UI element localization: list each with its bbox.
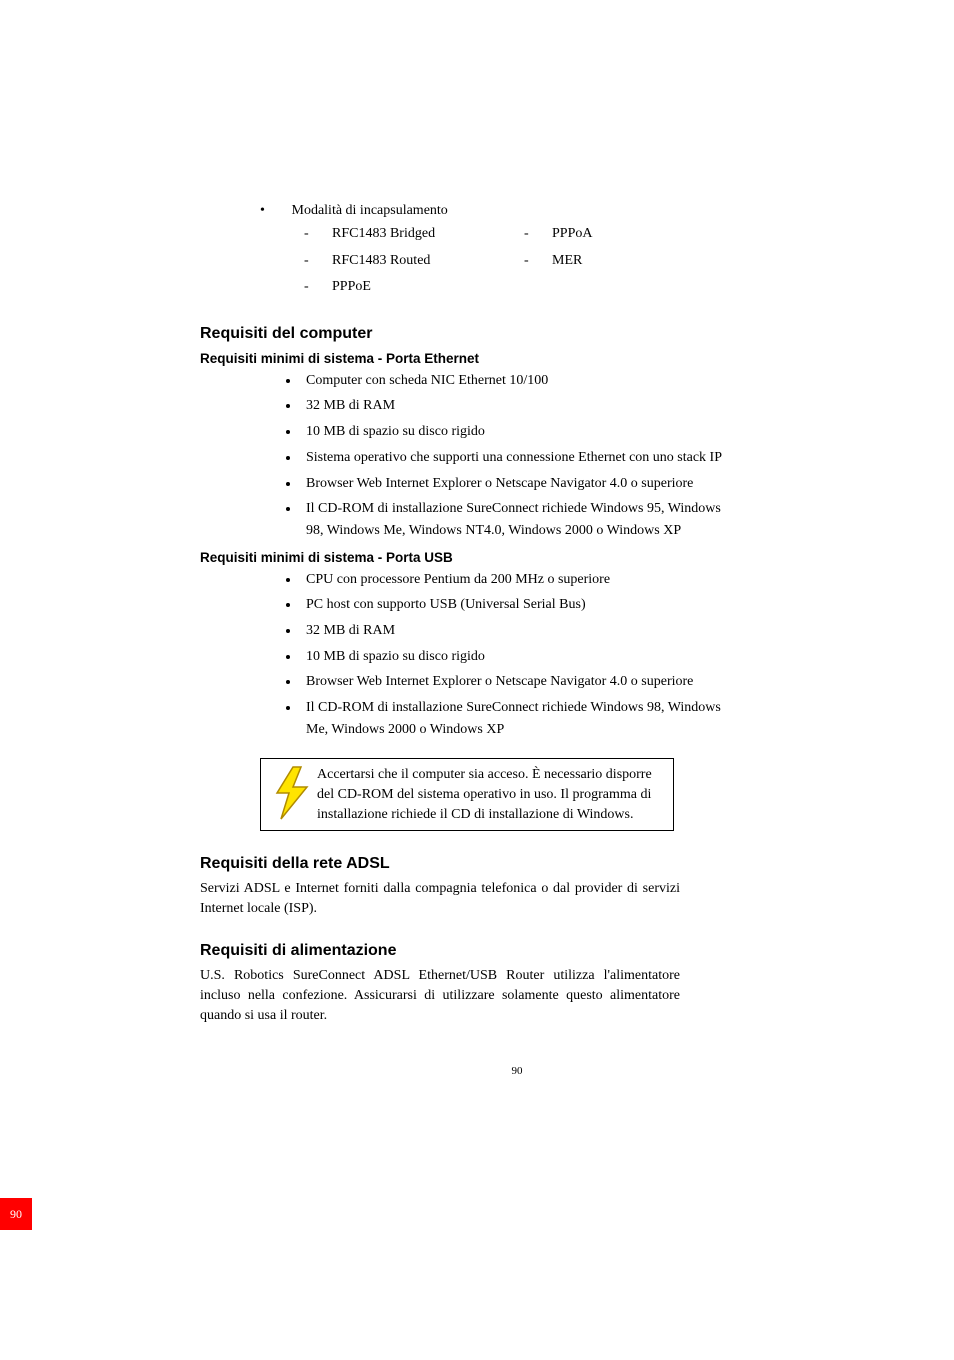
dash-bullet: - <box>524 221 552 248</box>
encap-col: - RFC1483 Routed <box>304 248 524 275</box>
encap-item: RFC1483 Routed <box>332 248 430 275</box>
encap-item: MER <box>552 248 582 275</box>
encap-item: PPPoA <box>552 221 592 248</box>
dash-bullet: - <box>304 248 332 275</box>
encap-col: - MER <box>524 248 582 275</box>
adsl-requirements-heading: Requisiti della rete ADSL <box>200 855 834 873</box>
usb-list: CPU con processore Pentium da 200 MHz o … <box>200 569 834 741</box>
dash-bullet: - <box>524 248 552 275</box>
list-item: Browser Web Internet Explorer o Netscape… <box>300 671 726 693</box>
lightning-bolt-icon <box>267 765 317 824</box>
list-item: 10 MB di spazio su disco rigido <box>300 646 726 668</box>
power-requirements-heading: Requisiti di alimentazione <box>200 942 834 960</box>
list-item: Sistema operativo che supporti una conne… <box>300 447 726 469</box>
encap-col: - PPPoE <box>304 274 524 301</box>
list-item: 10 MB di spazio su disco rigido <box>300 421 726 443</box>
list-item: Il CD-ROM di installazione SureConnect r… <box>300 697 726 740</box>
encap-item: RFC1483 Bridged <box>332 221 435 248</box>
encapsulation-title-text: Modalità di incapsulamento <box>292 203 448 218</box>
encap-row-1: - RFC1483 Bridged - PPPoA <box>304 221 834 248</box>
note-text: Accertarsi che il computer sia acceso. È… <box>317 765 667 824</box>
computer-requirements-heading: Requisiti del computer <box>200 325 834 343</box>
document-page: Modalità di incapsulamento - RFC1483 Bri… <box>0 0 954 1360</box>
list-item: 32 MB di RAM <box>300 620 726 642</box>
dash-bullet: - <box>304 221 332 248</box>
encap-row-3: - PPPoE <box>304 274 834 301</box>
dash-bullet: - <box>304 274 332 301</box>
list-item: CPU con processore Pentium da 200 MHz o … <box>300 569 726 591</box>
encapsulation-title: Modalità di incapsulamento <box>260 200 834 221</box>
power-requirements-text: U.S. Robotics SureConnect ADSL Ethernet/… <box>200 966 680 1025</box>
list-item: 32 MB di RAM <box>300 395 726 417</box>
encap-col: - PPPoA <box>524 221 592 248</box>
ethernet-list: Computer con scheda NIC Ethernet 10/100 … <box>200 370 834 542</box>
usb-subheading: Requisiti minimi di sistema - Porta USB <box>200 550 834 565</box>
warning-note: Accertarsi che il computer sia acceso. È… <box>260 758 674 831</box>
adsl-requirements-text: Servizi ADSL e Internet forniti dalla co… <box>200 879 680 918</box>
encap-item: PPPoE <box>332 274 371 301</box>
list-item: Browser Web Internet Explorer o Netscape… <box>300 473 726 495</box>
encap-col: - RFC1483 Bridged <box>304 221 524 248</box>
ethernet-subheading: Requisiti minimi di sistema - Porta Ethe… <box>200 351 834 366</box>
footer-page-number: 90 <box>200 1065 834 1077</box>
list-item: Computer con scheda NIC Ethernet 10/100 <box>300 370 726 392</box>
margin-page-number: 90 <box>0 1198 32 1230</box>
list-item: PC host con supporto USB (Universal Seri… <box>300 594 726 616</box>
list-item: Il CD-ROM di installazione SureConnect r… <box>300 498 726 541</box>
encap-row-2: - RFC1483 Routed - MER <box>304 248 834 275</box>
